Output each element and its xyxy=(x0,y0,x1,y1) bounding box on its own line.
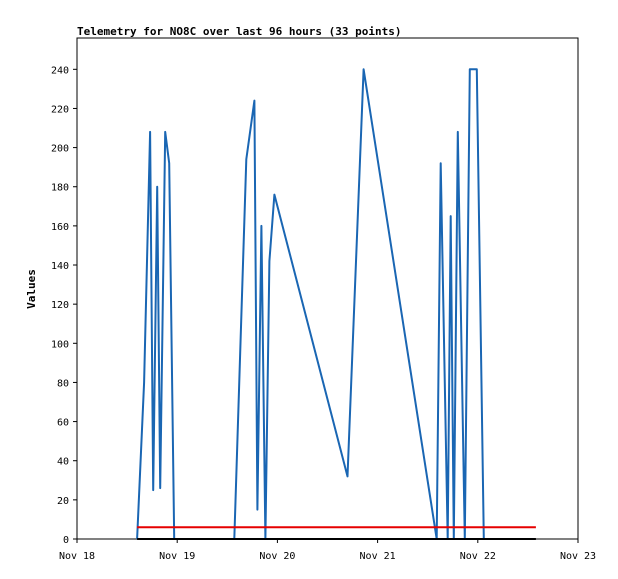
x-axis: Nov 18 Nov 19 Nov 20 Nov 21 Nov 22 Nov 23 xyxy=(59,539,596,562)
y-tick-label: 0 xyxy=(63,535,69,546)
y-tick-label: 220 xyxy=(51,104,69,115)
y-tick-label: 140 xyxy=(51,261,69,272)
x-tick-label: Nov 21 xyxy=(360,551,396,562)
series-layer xyxy=(136,68,536,540)
y-tick-label: 80 xyxy=(57,378,69,389)
y-axis-label: Values xyxy=(25,269,38,309)
y-tick-label: 100 xyxy=(51,339,69,350)
telemetry-series-line xyxy=(136,68,485,540)
x-tick-label: Nov 23 xyxy=(560,551,596,562)
chart-title: Telemetry for NO8C over last 96 hours (3… xyxy=(77,25,402,38)
y-axis: 0 20 40 60 80 100 120 140 160 180 200 220 240 xyxy=(51,65,77,546)
y-tick-label: 40 xyxy=(57,457,69,468)
x-tick-label: Nov 19 xyxy=(159,551,195,562)
y-tick-label: 200 xyxy=(51,144,69,155)
x-tick-label: Nov 20 xyxy=(259,551,295,562)
y-tick-label: 160 xyxy=(51,222,69,233)
y-tick-label: 240 xyxy=(51,65,69,76)
y-tick-label: 120 xyxy=(51,300,69,311)
y-tick-label: 60 xyxy=(57,418,69,429)
y-tick-label: 180 xyxy=(51,183,69,194)
x-tick-label: Nov 22 xyxy=(460,551,496,562)
x-tick-label: Nov 18 xyxy=(59,551,95,562)
y-tick-label: 20 xyxy=(57,496,69,507)
